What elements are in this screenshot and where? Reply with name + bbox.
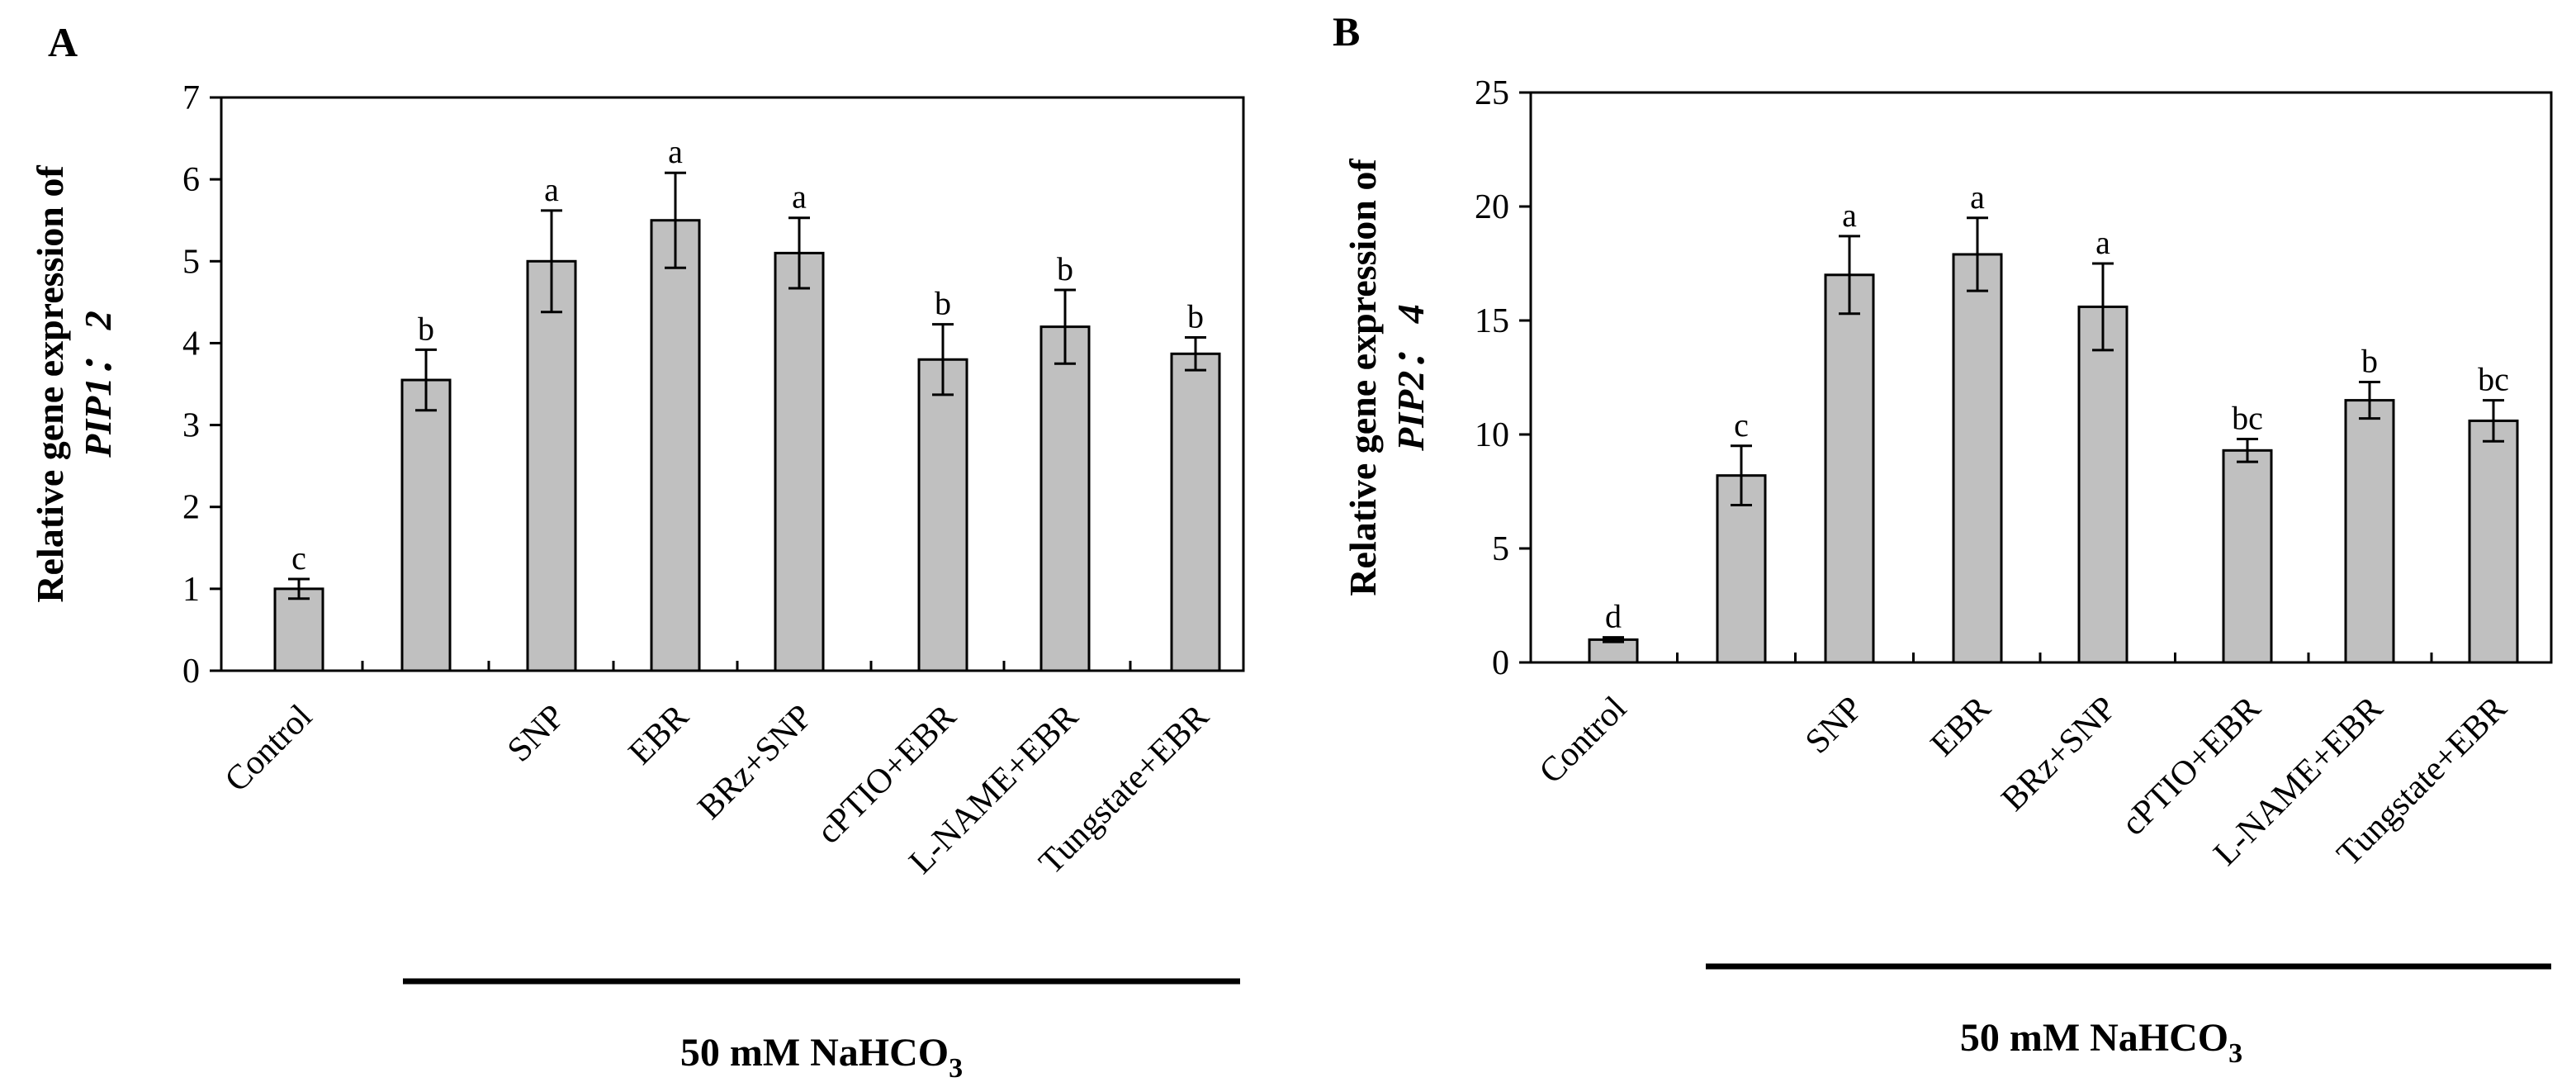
plot-frame	[1529, 91, 2553, 664]
category-label: Control	[218, 698, 320, 800]
category-label: Control	[1532, 690, 1634, 791]
category-label: SNP	[500, 698, 572, 770]
bar	[917, 358, 968, 672]
y-tick-label: 20	[1475, 188, 1509, 226]
panel-letter: A	[48, 19, 78, 65]
significance-letter: a	[792, 178, 807, 216]
y-tick-label: 5	[182, 243, 200, 281]
plot-frame	[220, 96, 1245, 672]
bar	[1952, 253, 2003, 664]
bar	[273, 587, 324, 672]
category-label: SNP	[1798, 690, 1870, 762]
treatment-label: 50 mM NaHCO3	[1960, 1016, 2242, 1069]
significance-letter: b	[1187, 297, 1204, 335]
y-tick-label: 1	[182, 571, 200, 609]
significance-letter: b	[2361, 343, 2378, 380]
y-tick-label: 15	[1475, 302, 1509, 340]
treatment-label-subscript: 3	[949, 1053, 963, 1084]
y-tick-label: 4	[182, 325, 200, 363]
bar	[1588, 638, 1639, 664]
bar	[1824, 273, 1875, 664]
significance-letter: bc	[2232, 400, 2263, 437]
treatment-label: 50 mM NaHCO3	[680, 1031, 963, 1084]
panel-letter: B	[1333, 8, 1360, 55]
significance-letter: a	[668, 133, 683, 170]
significance-letter: a	[2095, 224, 2110, 261]
y-tick-label: 10	[1475, 416, 1509, 454]
significance-letter: bc	[2478, 361, 2509, 398]
y-tick-label: 0	[1492, 644, 1509, 682]
y-axis-gene-label: PIP1： 2	[77, 311, 119, 458]
y-tick-label: 25	[1475, 74, 1509, 112]
bar	[2077, 305, 2129, 664]
y-tick-label: 5	[1492, 530, 1509, 568]
bar	[1039, 325, 1091, 672]
y-tick-label: 2	[182, 489, 200, 527]
y-axis-label: Relative gene expression of	[29, 165, 71, 603]
significance-letter: a	[1970, 178, 1985, 216]
significance-letter: a	[544, 171, 559, 208]
treatment-label-subscript: 3	[2228, 1038, 2242, 1069]
y-tick-label: 6	[182, 161, 200, 199]
y-axis-gene-label: PIP2： 4	[1390, 304, 1432, 452]
treatment-label-prefix: 50 mM NaHCO	[680, 1031, 949, 1075]
y-tick-label: 0	[182, 653, 200, 691]
significance-letter: b	[418, 310, 434, 347]
significance-letter: a	[1842, 197, 1857, 234]
treatment-label-prefix: 50 mM NaHCO	[1960, 1016, 2228, 1060]
bar	[526, 259, 577, 672]
y-tick-label: 7	[182, 79, 200, 117]
significance-letter: b	[935, 285, 951, 322]
bar	[2344, 399, 2395, 664]
significance-letter: b	[1057, 250, 1073, 287]
bar	[650, 219, 701, 672]
y-axis-label: Relative gene expression of	[1342, 159, 1384, 596]
y-tick-label: 3	[182, 407, 200, 445]
significance-letter: c	[291, 539, 306, 577]
bar	[2468, 419, 2519, 664]
bar	[774, 251, 825, 672]
bar	[400, 378, 452, 672]
bar	[2222, 449, 2273, 664]
bar	[1170, 352, 1221, 672]
category-label: EBR	[622, 698, 696, 772]
category-label: BRz+SNP	[691, 698, 821, 828]
category-label: EBR	[1924, 690, 1998, 764]
significance-letter: c	[1734, 406, 1749, 444]
significance-letter: d	[1605, 598, 1622, 635]
category-label: BRz+SNP	[1995, 690, 2124, 819]
